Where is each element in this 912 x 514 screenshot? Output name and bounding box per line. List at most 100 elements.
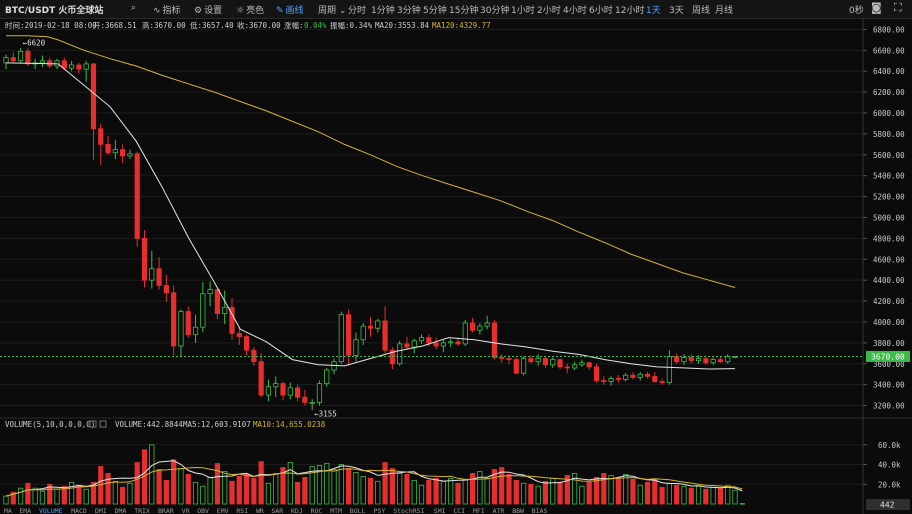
last-price-text: 3670.00 [871,352,905,361]
indicator-tab-mtm[interactable]: MTM [330,507,342,514]
draw-button[interactable]: ✎ 画线 [276,3,304,16]
indicator-tab-rsi[interactable]: RSI [236,507,248,514]
interval-1[interactable]: 1分钟 [371,6,395,16]
camera-icon[interactable]: ◙ [871,1,882,14]
indicator-tab-trix[interactable]: TRIX [134,507,150,514]
indicator-tab-boll[interactable]: BOLL [350,507,366,514]
candle-down [404,343,410,348]
search-icon[interactable]: ⌕ [131,3,137,13]
candle-down [185,311,191,335]
indicator-tab-sar[interactable]: SAR [271,507,283,514]
indicator-tab-dma[interactable]: DMA [115,507,127,514]
volume-bars [3,444,745,505]
candle-down [236,333,242,338]
info-open: 开:3668.51 [93,21,137,30]
volume-ma10-line [5,466,743,497]
volume-bar-down [25,482,31,505]
period-dropdown[interactable]: 周期 ⌄ [318,3,346,16]
indicator-tab-vr[interactable]: VR [182,507,190,514]
candle-down [455,341,461,345]
top-toolbar: BTC/USDT 火币全球站 ⌕ ∿ 指标 ⚙ 设置 ☼ 亮色 ✎ 画线 周期 ⌄ 分时… [0,0,912,19]
candle-up [353,339,359,356]
candle-up [200,293,206,328]
indicator-tab-roc[interactable]: ROC [311,507,323,514]
indicator-tab-volume[interactable]: VOLUME [39,507,63,514]
interval-3[interactable]: 5分钟 [423,6,447,16]
volume-bar-down [542,480,549,505]
indicator-tab-obv[interactable]: OBV [197,507,209,514]
indicator-tab-stochrsi[interactable]: StochRSI [393,507,424,514]
candle-down [105,143,111,154]
indicator-tab-kdj[interactable]: KDJ [291,507,303,514]
candle-down [280,383,286,396]
volume-bar-up [732,489,738,505]
settings-button[interactable]: ⚙ 设置 [194,3,222,16]
indicators-button[interactable]: ∿ 指标 [153,3,181,16]
interval-10[interactable]: 12小时 [615,6,645,16]
candle-up [324,369,330,385]
interval-7[interactable]: 2小时 [537,6,561,16]
volume-bar-up [375,480,381,505]
close-mini-icon[interactable] [99,420,107,428]
interval-12[interactable]: 3天 [669,6,684,16]
volume-bar-up [127,482,133,505]
candle-up [579,362,585,366]
indicator-tab-cci[interactable]: CCI [453,507,465,514]
indicator-tab-wr[interactable]: WR [256,507,264,514]
candle-up [192,326,199,335]
volume-bar-down [717,487,724,505]
price-tick-label: 5000.00 [873,214,905,223]
indicator-tab-ema[interactable]: EMA [19,507,31,514]
indicator-tab-bbw[interactable]: BBW [512,507,524,514]
candle-up [725,356,731,363]
candle-up [360,325,366,341]
interval-8[interactable]: 4小时 [563,6,587,16]
price-tick-label: 6200.00 [873,88,905,97]
settings-mini-icon[interactable] [89,420,97,428]
interval-9[interactable]: 6小时 [589,6,613,16]
indicator-tabs: MA EMA VOLUME MACD DMI DMA TRIX BRAR VR OBV EMV RSI… [4,507,548,514]
theme-button[interactable]: ☼ 亮色 [236,3,264,16]
candle-down [703,358,709,364]
volume-bar-up [112,480,118,505]
indicator-tab-bias[interactable]: BIAS [532,507,548,514]
indicator-tab-dmi[interactable]: DMI [95,507,107,514]
interval-6[interactable]: 1小时 [511,6,535,16]
indicator-tab-atr[interactable]: ATR [493,507,505,514]
volume-bar-down [156,469,162,505]
interval-2[interactable]: 3分钟 [397,6,421,16]
interval-13[interactable]: 周线 [692,6,711,16]
indicator-tab-emv[interactable]: EMV [217,507,229,514]
interval-4[interactable]: 15分钟 [449,6,479,16]
volume-value: VOLUME:442.8844 [115,420,183,429]
indicator-tab-psy[interactable]: PSY [374,507,386,514]
period-label: 周期 [318,6,337,16]
volume-bar-up [484,477,490,505]
interval-14[interactable]: 月线 [715,6,734,16]
volume-bar-down [214,463,221,505]
volume-tick-label: 60.0k [878,441,901,450]
price-tick-label: 4400.00 [873,276,905,285]
indicator-tab-smi[interactable]: SMI [434,507,446,514]
info-ma120: MA120:4329.77 [432,21,491,30]
candle-up [477,325,483,331]
indicator-tab-brar[interactable]: BRAR [158,507,174,514]
indicator-tab-ma[interactable]: MA [4,507,12,514]
candle-down [630,374,636,378]
candle-up [637,373,643,378]
interval-11[interactable]: 1天 [646,6,661,16]
volume-bar-down [593,476,600,505]
indicators-label: 指标 [162,6,181,16]
interval-0[interactable]: 分时 [348,6,367,16]
candle-down [229,306,235,334]
fullscreen-icon[interactable]: ⛶ [894,1,902,14]
volume-bar-down [557,481,563,505]
indicator-tab-macd[interactable]: MACD [71,507,87,514]
volume-bar-up [579,485,585,505]
candle-up [608,377,614,382]
indicator-tab-mfi[interactable]: MFI [473,507,485,514]
gear-icon: ⚙ [194,6,203,16]
volume-bar-up [739,503,745,505]
interval-5[interactable]: 30分钟 [480,6,510,16]
